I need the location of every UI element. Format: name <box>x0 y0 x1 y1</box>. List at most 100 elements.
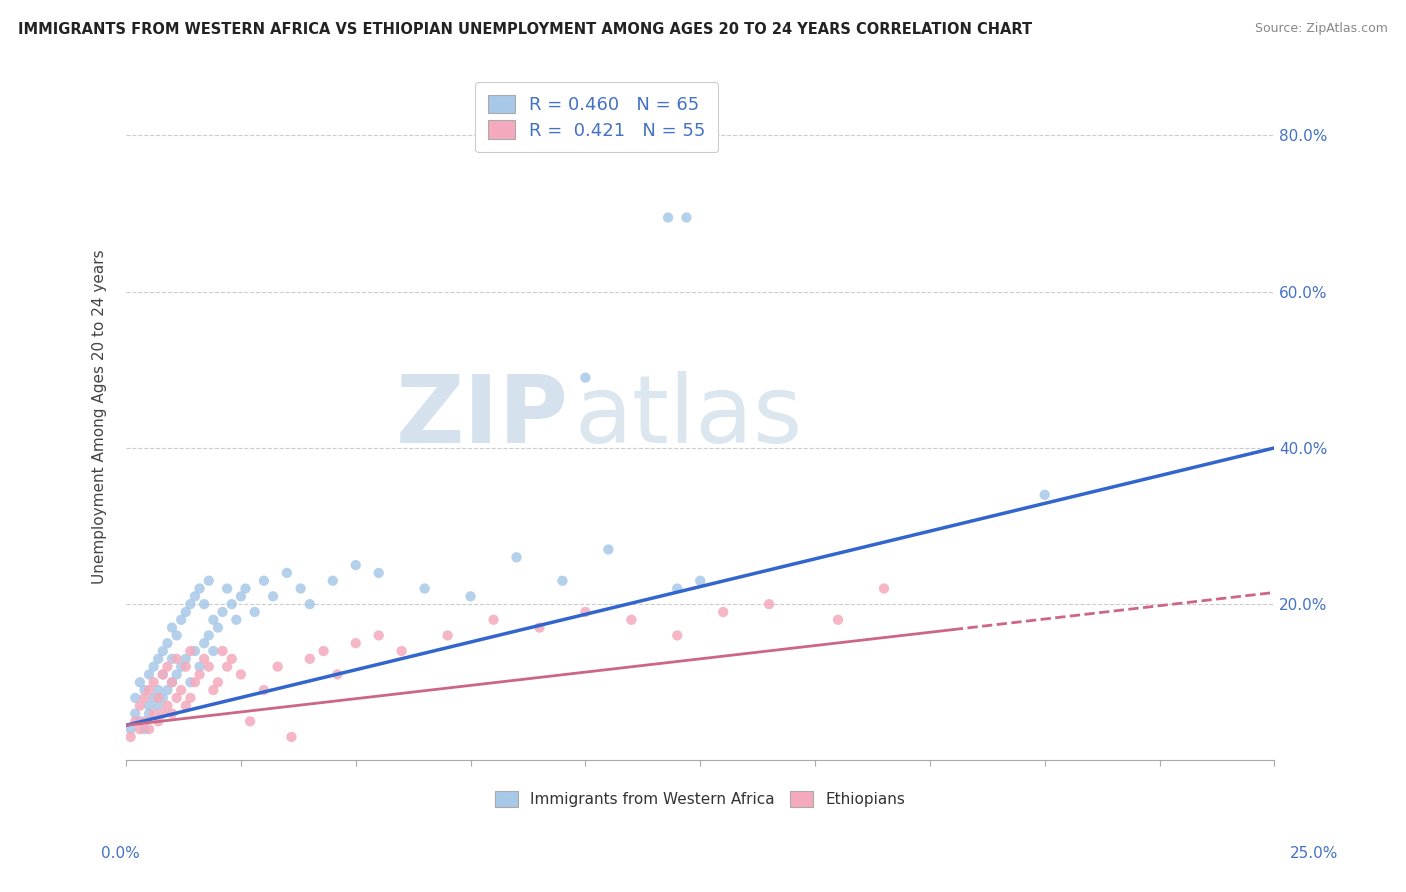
Point <box>160 652 183 666</box>
Point <box>170 659 193 673</box>
Point <box>873 582 896 596</box>
Point <box>128 698 150 713</box>
Point <box>134 722 156 736</box>
Point <box>138 667 160 681</box>
Point <box>134 714 156 729</box>
Point <box>344 636 367 650</box>
Point <box>197 574 219 588</box>
Point <box>229 667 252 681</box>
Point <box>152 667 174 681</box>
Point <box>120 730 142 744</box>
Point <box>152 706 174 721</box>
Legend: Immigrants from Western Africa, Ethiopians: Immigrants from Western Africa, Ethiopia… <box>488 783 912 814</box>
Point <box>211 644 233 658</box>
Point <box>202 644 225 658</box>
Point <box>482 613 505 627</box>
Point <box>551 574 574 588</box>
Text: 0.0%: 0.0% <box>101 846 141 861</box>
Point <box>758 597 780 611</box>
Text: atlas: atlas <box>574 371 803 463</box>
Point <box>152 690 174 705</box>
Point <box>298 597 321 611</box>
Point <box>391 644 413 658</box>
Point <box>262 590 284 604</box>
Point <box>156 659 179 673</box>
Point <box>166 628 188 642</box>
Point <box>188 667 211 681</box>
Point <box>184 590 207 604</box>
Point <box>174 605 197 619</box>
Text: ZIP: ZIP <box>395 371 568 463</box>
Point <box>197 628 219 642</box>
Point <box>166 690 188 705</box>
Point <box>344 558 367 573</box>
Point <box>148 690 170 705</box>
Point <box>598 542 620 557</box>
Point <box>134 683 156 698</box>
Point <box>179 675 201 690</box>
Point <box>174 698 197 713</box>
Point <box>225 613 247 627</box>
Point <box>128 722 150 736</box>
Point <box>326 667 349 681</box>
Point <box>711 605 734 619</box>
Text: IMMIGRANTS FROM WESTERN AFRICA VS ETHIOPIAN UNEMPLOYMENT AMONG AGES 20 TO 24 YEA: IMMIGRANTS FROM WESTERN AFRICA VS ETHIOP… <box>18 22 1032 37</box>
Point <box>124 714 146 729</box>
Point <box>675 211 697 225</box>
Point <box>505 550 527 565</box>
Point <box>666 628 689 642</box>
Point <box>124 706 146 721</box>
Point <box>148 683 170 698</box>
Point <box>142 690 165 705</box>
Point <box>221 597 243 611</box>
Text: Source: ZipAtlas.com: Source: ZipAtlas.com <box>1254 22 1388 36</box>
Point <box>243 605 266 619</box>
Point <box>188 582 211 596</box>
Point <box>367 566 389 580</box>
Point <box>197 659 219 673</box>
Point <box>620 613 643 627</box>
Point <box>193 652 215 666</box>
Point <box>827 613 849 627</box>
Point <box>657 211 679 225</box>
Point <box>152 667 174 681</box>
Point <box>211 605 233 619</box>
Point <box>170 613 193 627</box>
Point <box>202 683 225 698</box>
Point <box>436 628 458 642</box>
Point <box>156 636 179 650</box>
Point <box>166 667 188 681</box>
Text: 25.0%: 25.0% <box>1291 846 1339 861</box>
Point <box>229 590 252 604</box>
Point <box>148 698 170 713</box>
Point <box>156 683 179 698</box>
Point <box>202 613 225 627</box>
Point <box>142 706 165 721</box>
Point <box>217 659 239 673</box>
Point <box>138 722 160 736</box>
Point <box>184 675 207 690</box>
Point <box>128 675 150 690</box>
Point <box>142 675 165 690</box>
Point <box>253 683 276 698</box>
Point <box>156 698 179 713</box>
Point <box>160 621 183 635</box>
Point <box>174 652 197 666</box>
Point <box>170 683 193 698</box>
Point <box>134 690 156 705</box>
Point <box>298 652 321 666</box>
Point <box>179 644 201 658</box>
Point <box>160 675 183 690</box>
Point <box>193 597 215 611</box>
Point <box>217 582 239 596</box>
Point <box>148 652 170 666</box>
Point <box>574 370 596 384</box>
Point <box>160 675 183 690</box>
Point <box>266 659 288 673</box>
Point <box>166 652 188 666</box>
Point <box>253 574 276 588</box>
Point <box>290 582 312 596</box>
Point <box>138 706 160 721</box>
Point <box>138 683 160 698</box>
Point <box>120 722 142 736</box>
